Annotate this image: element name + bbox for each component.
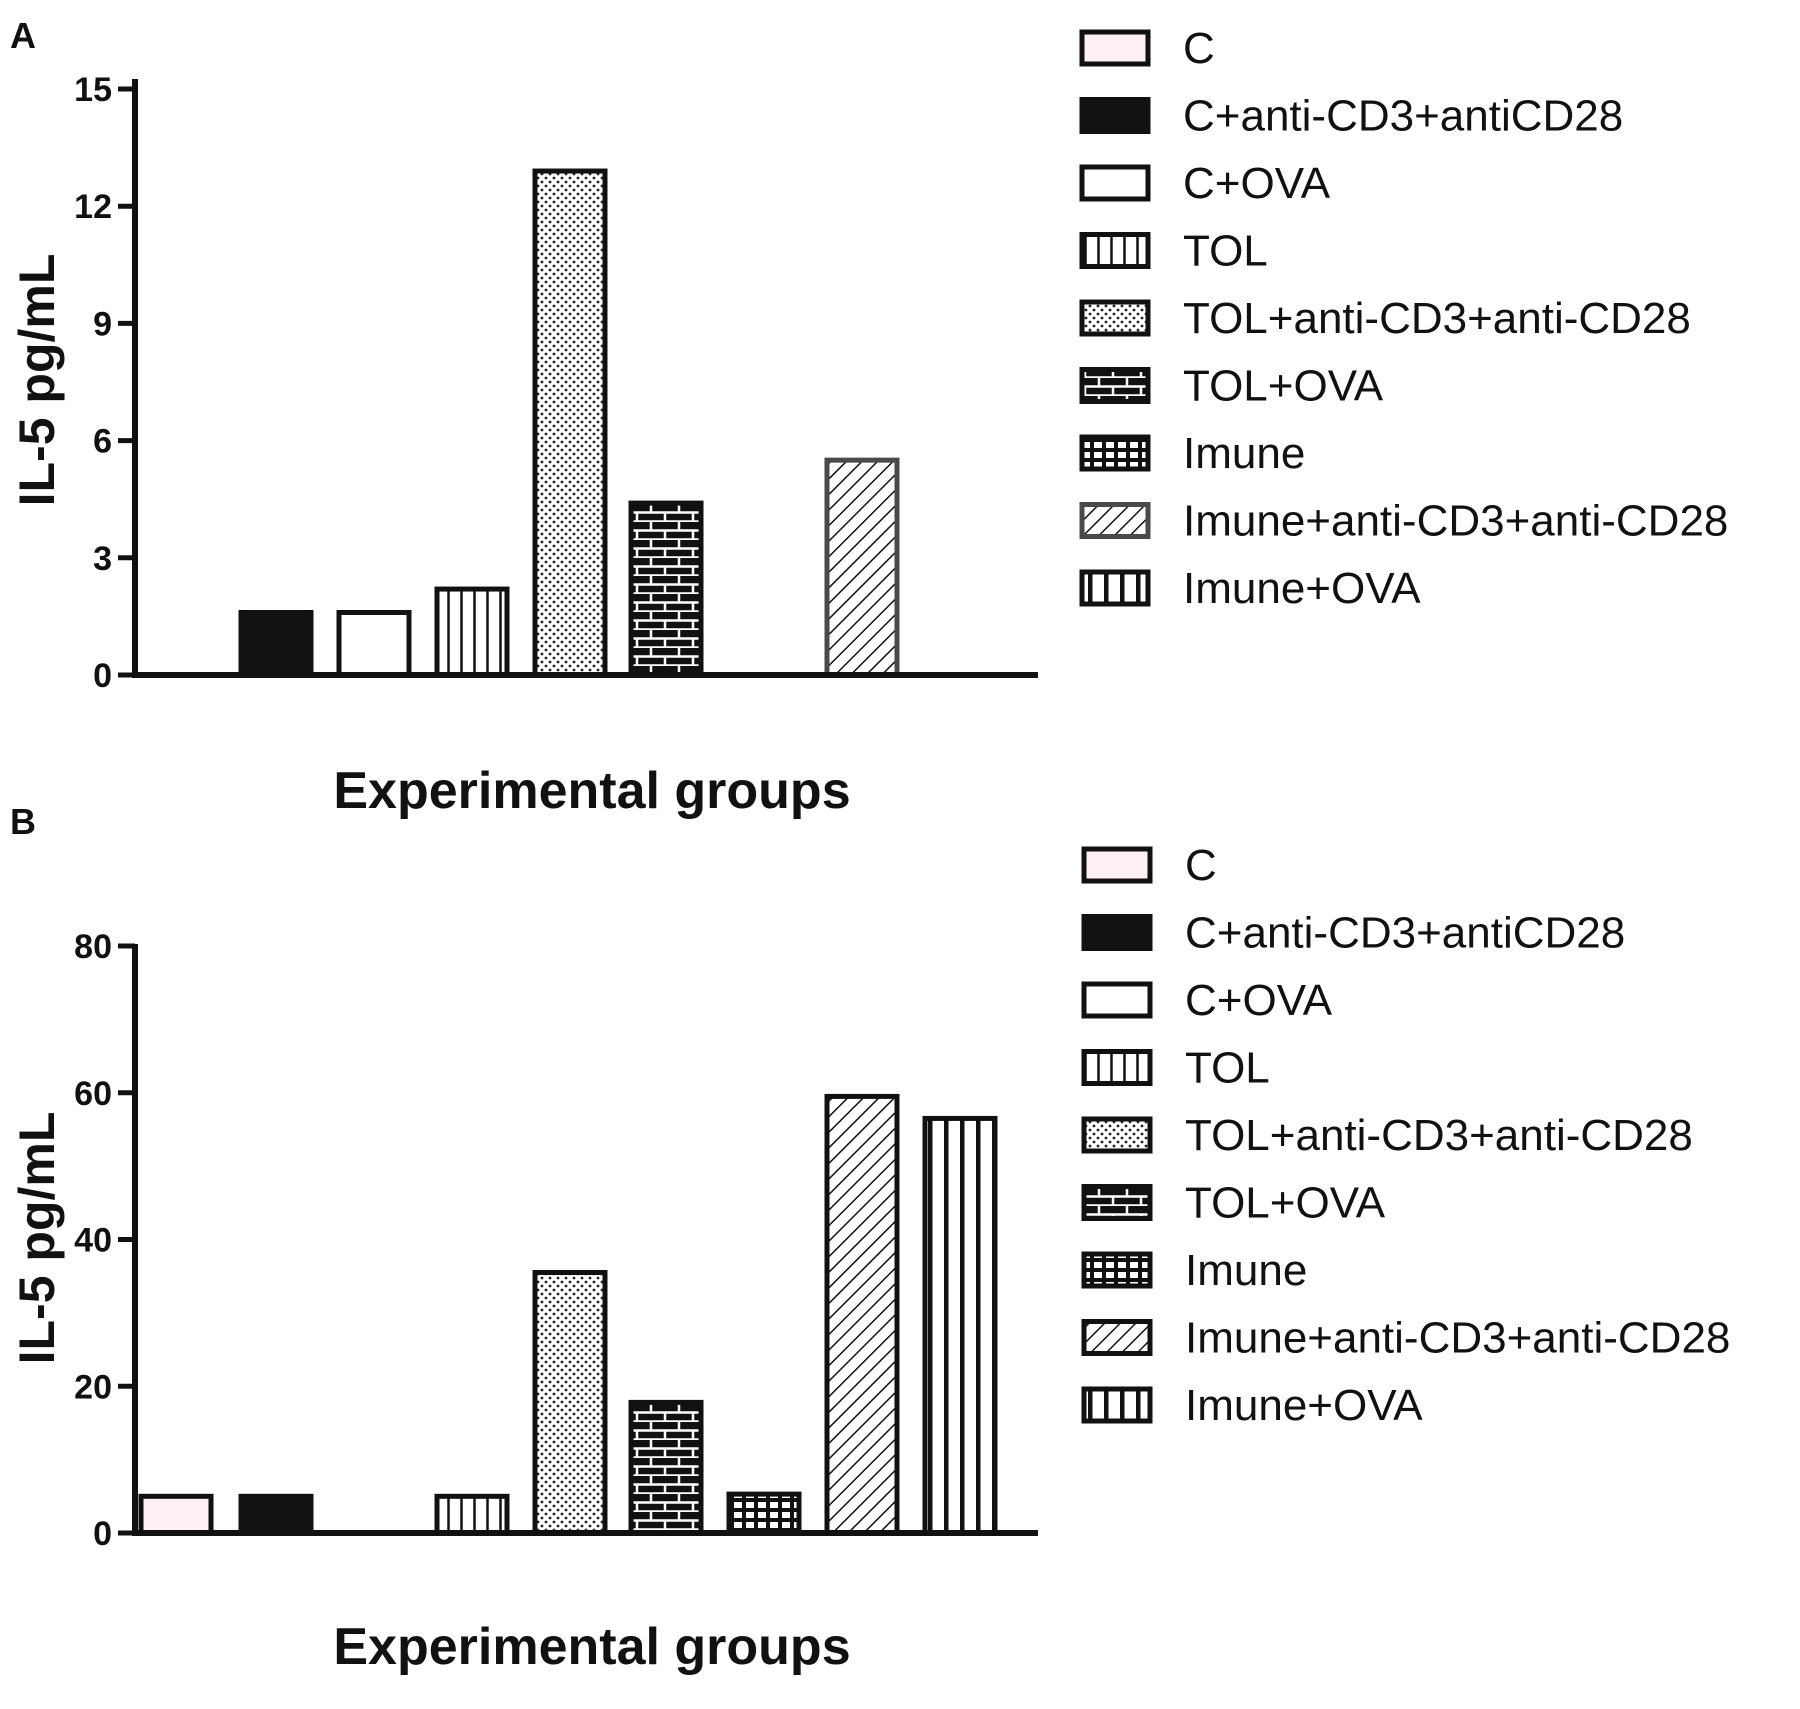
- chart-a-y-axis-title: IL-5 pg/mL: [9, 254, 65, 507]
- chart-a-ytick-label: 6: [93, 423, 112, 461]
- chart-b-legend-label-tol-anti-cd3-anti-cd28: TOL+anti-CD3+anti-CD28: [1185, 1111, 1693, 1160]
- chart-b-bar-imune: [726, 1491, 802, 1536]
- chart-a-legend-swatch-imune-ova: [1079, 569, 1151, 607]
- chart-a-legend-label-tol: TOL: [1183, 227, 1268, 276]
- chart-a-legend-swatch-imune-anti-cd3-anti-cd28: [1079, 502, 1151, 539]
- chart-a: A 0 3 6 9 12 15 IL-5 pg/mL Experimental group…: [9, 15, 1728, 820]
- chart-a-legend-swatch-tol-anti-cd3-anti-cd28: [1079, 299, 1151, 337]
- chart-a-legend-swatch-tol-ova: [1079, 367, 1151, 404]
- chart-b-bar-tol-ova: [628, 1399, 704, 1536]
- chart-a-legend: C C+anti-CD3+antiCD28 C+OVA TOL TOL+anti-CD3…: [1079, 24, 1728, 613]
- chart-b-bar-tol-anti-cd3-anti-cd28: [532, 1270, 608, 1536]
- chart-b-ytick-label: 0: [93, 1515, 112, 1553]
- chart-a-legend-label-c: C: [1183, 24, 1215, 73]
- chart-b: B 0 20 40 60 80 IL-5 pg/mL Experimental grou…: [9, 801, 1730, 1676]
- chart-b-legend-swatch-tol-anti-cd3-anti-cd28: [1081, 1116, 1153, 1154]
- chart-a-ytick-label: 9: [93, 305, 112, 343]
- chart-b-bar-imune-ova: [922, 1115, 998, 1536]
- chart-b-bars: [138, 1093, 998, 1536]
- chart-a-legend-swatch-tol: [1079, 232, 1151, 269]
- chart-a-bar-c-anti-cd3-anticd28: [238, 609, 314, 678]
- chart-b-legend-swatch-tol: [1081, 1049, 1153, 1086]
- chart-b-legend-label-imune-anti-cd3-anti-cd28: Imune+anti-CD3+anti-CD28: [1185, 1314, 1730, 1363]
- chart-b-legend-swatch-c-anti-cd3-anticd28: [1081, 914, 1153, 951]
- chart-a-bars: [238, 168, 900, 678]
- chart-b-bar-c: [138, 1493, 214, 1536]
- chart-a-legend-label-imune: Imune: [1183, 429, 1305, 478]
- chart-a-x-axis-title: Experimental groups: [333, 762, 850, 820]
- chart-a-legend-label-imune-anti-cd3-anti-cd28: Imune+anti-CD3+anti-CD28: [1183, 497, 1728, 546]
- chart-a-legend-swatch-c-anti-cd3-anticd28: [1079, 97, 1151, 134]
- chart-a-yticks: 0 3 6 9 12 15: [74, 71, 135, 695]
- chart-a-bar-imune-anti-cd3-anti-cd28: [824, 457, 900, 678]
- chart-b-yticks: 0 20 40 60 80: [74, 928, 135, 1553]
- chart-a-legend-label-tol-ova: TOL+OVA: [1183, 362, 1384, 411]
- chart-b-legend-label-tol: TOL: [1185, 1044, 1270, 1093]
- chart-b-legend-label-c-ova: C+OVA: [1185, 976, 1333, 1025]
- chart-b-x-axis-title: Experimental groups: [333, 1618, 850, 1676]
- chart-a-legend-swatch-c-ova: [1079, 164, 1151, 202]
- chart-b-legend-label-tol-ova: TOL+OVA: [1185, 1179, 1386, 1228]
- chart-b-legend-label-imune-ova: Imune+OVA: [1185, 1381, 1423, 1430]
- chart-b-legend-label-c: C: [1185, 841, 1217, 890]
- chart-a-legend-swatch-c: [1079, 29, 1151, 67]
- chart-b-ytick-label: 40: [74, 1222, 112, 1260]
- chart-a-legend-swatch-imune: [1079, 434, 1151, 472]
- chart-b-ytick-label: 20: [74, 1368, 112, 1406]
- chart-b-y-axis-title: IL-5 pg/mL: [9, 1112, 65, 1365]
- chart-a-bar-tol-ova: [628, 500, 704, 678]
- chart-b-ytick-label: 60: [74, 1075, 112, 1113]
- chart-a-bar-c-ova: [336, 609, 412, 678]
- chart-b-ytick-label: 80: [74, 928, 112, 966]
- chart-b-legend-swatch-tol-ova: [1081, 1184, 1153, 1221]
- chart-a-legend-label-imune-ova: Imune+OVA: [1183, 564, 1421, 613]
- panel-letter-a: A: [10, 15, 36, 56]
- chart-a-legend-label-tol-anti-cd3-anti-cd28: TOL+anti-CD3+anti-CD28: [1183, 294, 1691, 343]
- chart-b-bar-c-anti-cd3-anticd28: [238, 1493, 314, 1536]
- chart-b-legend-swatch-c-ova: [1081, 981, 1153, 1019]
- chart-a-ytick-label: 0: [93, 657, 112, 695]
- chart-a-ytick-label: 3: [93, 540, 112, 578]
- chart-b-legend-swatch-imune-ova: [1081, 1386, 1153, 1424]
- chart-b-legend: C C+anti-CD3+antiCD28 C+OVA TOL TOL+anti-CD3…: [1081, 841, 1730, 1430]
- chart-b-legend-swatch-imune-anti-cd3-anti-cd28: [1081, 1319, 1153, 1356]
- chart-b-legend-label-imune: Imune: [1185, 1246, 1307, 1295]
- chart-a-legend-label-c-anti-cd3-anticd28: C+anti-CD3+antiCD28: [1183, 92, 1623, 141]
- chart-b-legend-swatch-imune: [1081, 1251, 1153, 1289]
- chart-a-ytick-label: 15: [74, 71, 112, 109]
- chart-b-bar-tol: [434, 1493, 510, 1536]
- panel-letter-b: B: [10, 801, 36, 842]
- chart-a-bar-tol: [434, 586, 510, 678]
- chart-b-legend-label-c-anti-cd3-anticd28: C+anti-CD3+antiCD28: [1185, 909, 1625, 958]
- chart-b-bar-imune-anti-cd3-anti-cd28: [824, 1093, 900, 1536]
- chart-b-legend-swatch-c: [1081, 846, 1153, 884]
- chart-a-legend-label-c-ova: C+OVA: [1183, 159, 1331, 208]
- chart-a-bar-tol-anti-cd3-anti-cd28: [532, 168, 608, 678]
- chart-a-ytick-label: 12: [74, 188, 112, 226]
